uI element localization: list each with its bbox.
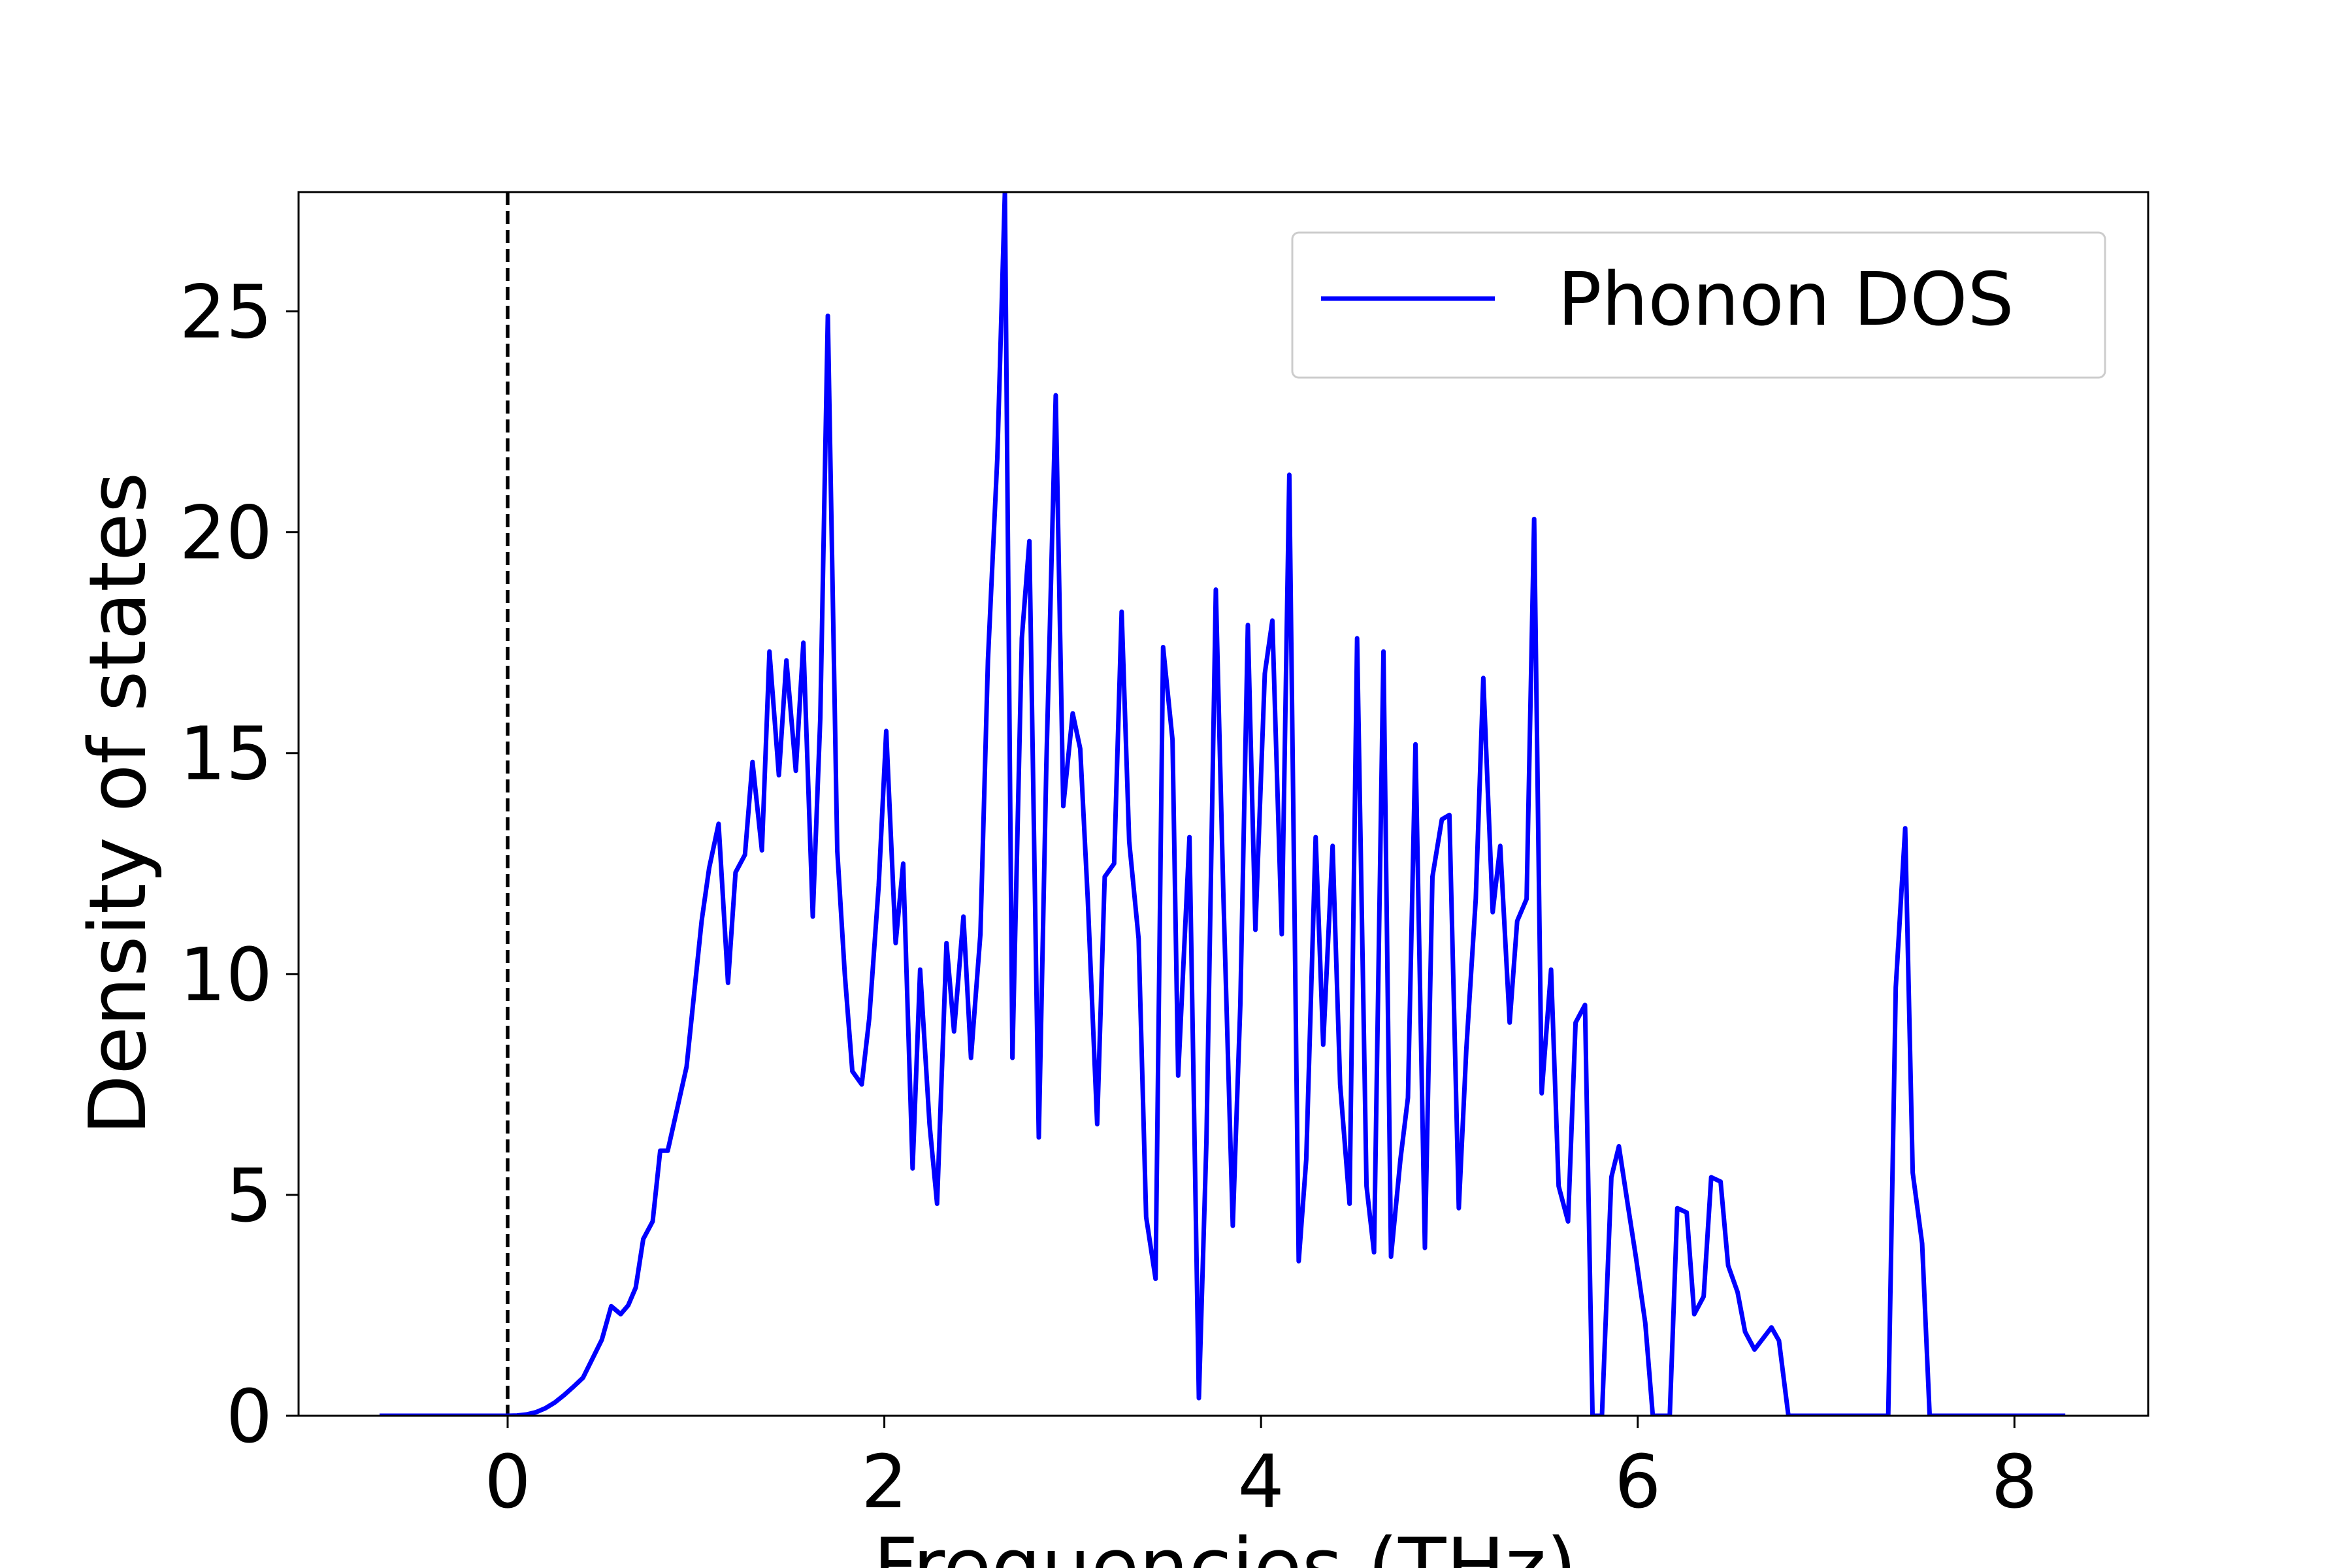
y-tick-label: 25 (179, 270, 272, 355)
x-axis-label: Frequencies (THz) (874, 1522, 1577, 1568)
legend-label: Phonon DOS (1558, 257, 2014, 342)
x-tick-label: 6 (1614, 1440, 1661, 1525)
x-tick-label: 2 (861, 1440, 907, 1525)
legend-box (1291, 231, 2106, 379)
y-axis-label: Density of states (73, 472, 164, 1135)
y-tick-label: 15 (179, 712, 272, 797)
x-tick-label: 8 (1991, 1440, 2038, 1525)
axes-frame (297, 191, 2149, 1417)
data-line (379, 192, 2066, 1416)
y-tick-label: 20 (179, 491, 272, 576)
x-tick-label: 0 (484, 1440, 531, 1525)
y-tick-label: 5 (226, 1154, 272, 1239)
x-tick-label: 4 (1238, 1440, 1284, 1525)
y-tick-label: 0 (226, 1375, 272, 1460)
y-tick-label: 10 (179, 933, 272, 1018)
